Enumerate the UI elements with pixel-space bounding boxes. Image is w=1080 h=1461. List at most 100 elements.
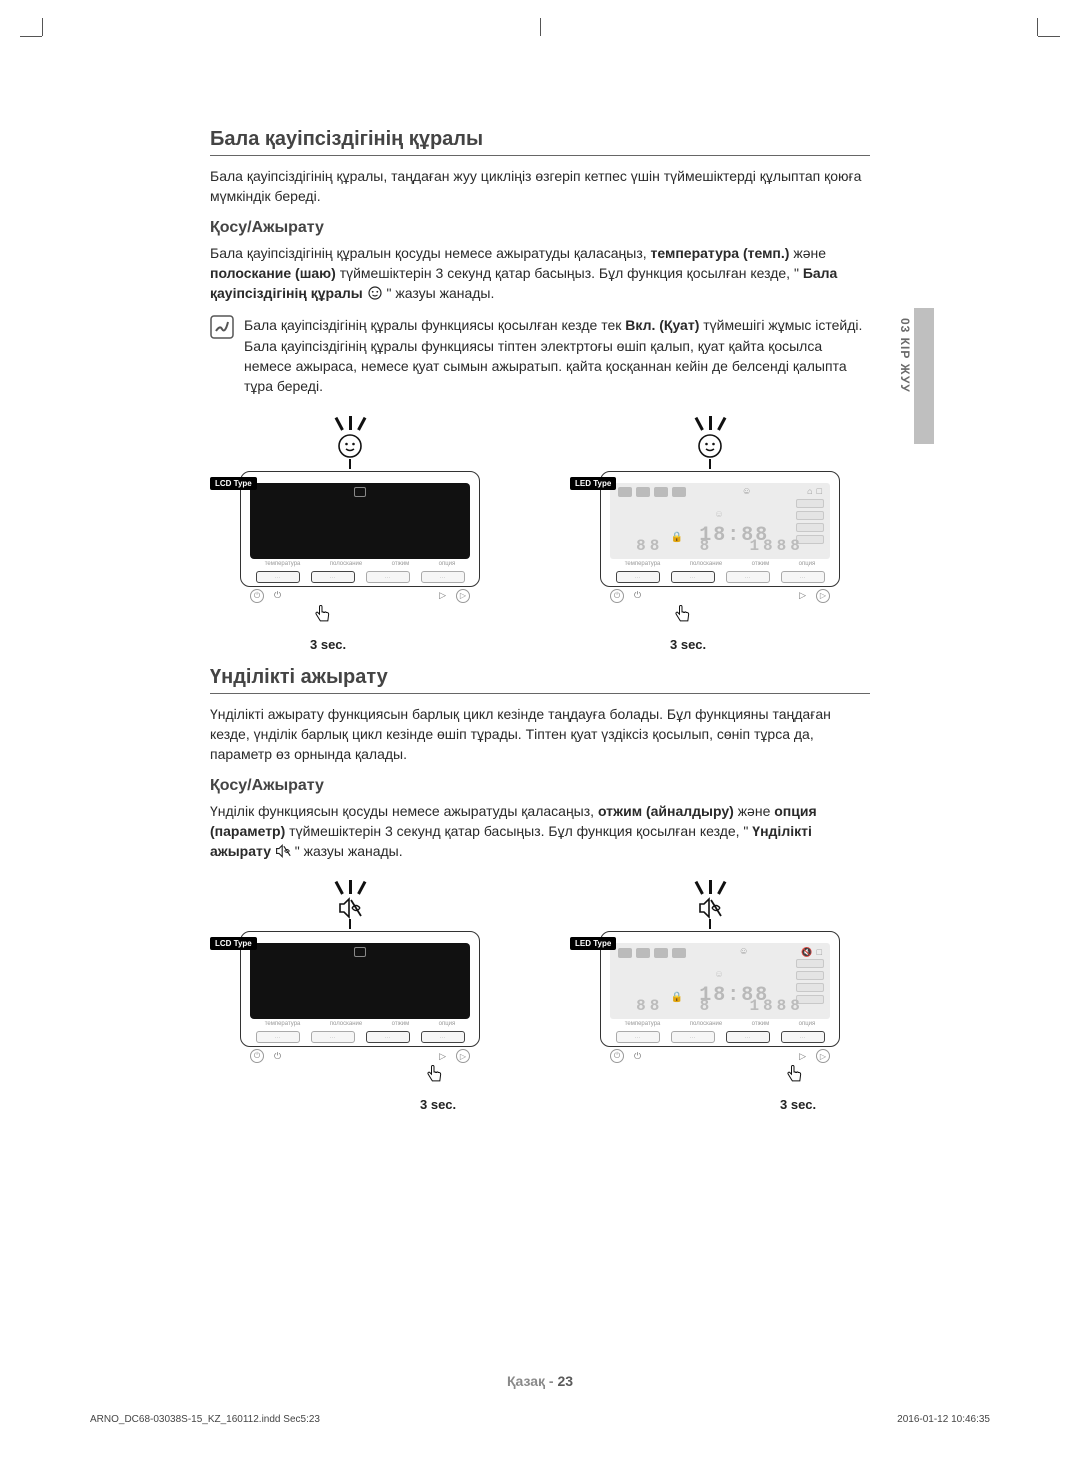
panel-lcd: LCD Type те bbox=[210, 873, 510, 1112]
text-bold: Вкл. (Қуат) bbox=[625, 317, 699, 333]
press-hand-icon bbox=[672, 605, 704, 630]
text: түймешіктерін 3 секунд қатар басыңыз. Бұ… bbox=[289, 823, 748, 839]
three-sec-label: 3 sec. bbox=[310, 637, 510, 652]
led-display: ☺ ⌂□ ☺🔒 18:88 88 8 1888 bbox=[610, 483, 830, 559]
panel-button-labels: температураполоскание отжимопция bbox=[250, 561, 470, 567]
top-childlock-indicator bbox=[318, 413, 382, 469]
power-icon[interactable]: ⏻ bbox=[250, 1049, 264, 1063]
led-display: ☺ 🔇□ ☺🔒 18:88 88 8 1888 bbox=[610, 943, 830, 1019]
footer-page-number: 23 bbox=[557, 1373, 573, 1389]
start-pause-icon[interactable]: ▷ bbox=[816, 589, 830, 603]
childlock-icon bbox=[697, 433, 723, 459]
text-bold: отжим (айналдыру) bbox=[598, 803, 734, 819]
panel-button-labels: температураполоскание отжимопция bbox=[610, 561, 830, 567]
mute-icon bbox=[275, 844, 291, 858]
text: және bbox=[738, 803, 775, 819]
text: және bbox=[793, 245, 826, 261]
power-icon[interactable]: ⏻ bbox=[610, 589, 624, 603]
type-label-lcd: LCD Type bbox=[210, 477, 257, 490]
lcd-display bbox=[250, 483, 470, 559]
panel-button-row: … … … … bbox=[250, 571, 470, 583]
type-label-led: LED Type bbox=[570, 477, 616, 490]
childlock-icon: ☺ bbox=[741, 947, 747, 958]
spin-button[interactable]: … bbox=[366, 571, 410, 583]
file-timestamp: 2016-01-12 10:46:35 bbox=[897, 1414, 990, 1425]
panel-lcd: LCD Type те bbox=[210, 413, 510, 652]
page-footer: Қазақ - 23 bbox=[0, 1373, 1080, 1389]
start-pause-icon[interactable]: ▷ bbox=[816, 1049, 830, 1063]
temp-button[interactable]: … bbox=[616, 571, 660, 583]
three-sec-label: 3 sec. bbox=[780, 1097, 870, 1112]
childlock-icon: ☺ bbox=[744, 487, 750, 498]
rinse-button[interactable]: … bbox=[671, 571, 715, 583]
text-bold: полоскание (шаю) bbox=[210, 265, 336, 281]
start-pause-icon[interactable]: ▷ bbox=[456, 589, 470, 603]
spin-button[interactable]: … bbox=[366, 1031, 410, 1043]
panel-button-row: … … … … bbox=[610, 571, 830, 583]
subheading-on-off: Қосу/Ажырату bbox=[210, 777, 870, 795]
type-label-lcd: LCD Type bbox=[210, 937, 257, 950]
panel-button-labels: температураполоскание отжимопция bbox=[250, 1021, 470, 1027]
panel-led: LED Type ☺ bbox=[570, 413, 870, 652]
press-hand-icon bbox=[424, 1065, 456, 1090]
panel-button-row: … … … … bbox=[610, 1031, 830, 1043]
panel-button-labels: температураполоскание отжимопция bbox=[610, 1021, 830, 1027]
text: Үнділік функциясын қосуды немесе ажырату… bbox=[210, 803, 598, 819]
section-side-tab bbox=[914, 308, 934, 444]
text: Бала қауіпсіздігінің құралы функциясы қо… bbox=[244, 317, 625, 333]
paragraph: Бала қауіпсіздігінің құралы, таңдаған жу… bbox=[210, 166, 870, 207]
heading-sound-off: Үнділікті ажырату bbox=[210, 666, 870, 694]
top-mute-indicator bbox=[318, 873, 382, 929]
heading-child-lock: Бала қауіпсіздігінің құралы bbox=[210, 128, 870, 156]
temp-button[interactable]: … bbox=[256, 1031, 300, 1043]
text: " жазуы жанады. bbox=[295, 843, 403, 859]
diagram-row-soundoff: LCD Type те bbox=[210, 873, 870, 1112]
power-row: ⏻⏻ ▷▷ bbox=[610, 1049, 830, 1063]
press-hand-icon bbox=[312, 605, 344, 630]
section-side-tab-label: 03 КІР ЖУУ bbox=[898, 318, 912, 393]
start-pause-icon[interactable]: ▷ bbox=[456, 1049, 470, 1063]
power-icon[interactable]: ⏻ bbox=[250, 589, 264, 603]
mute-icon bbox=[697, 897, 723, 919]
power-row: ⏻⏻ ▷▷ bbox=[610, 589, 830, 603]
type-label-led: LED Type bbox=[570, 937, 616, 950]
rinse-button[interactable]: … bbox=[671, 1031, 715, 1043]
print-metadata: ARNO_DC68-03038S-15_KZ_160112.indd Sec5:… bbox=[90, 1414, 990, 1425]
mute-icon bbox=[337, 897, 363, 919]
temp-button[interactable]: … bbox=[616, 1031, 660, 1043]
text: " жазуы жанады. bbox=[387, 285, 495, 301]
subheading-on-off: Қосу/Ажырату bbox=[210, 219, 870, 237]
option-button[interactable]: … bbox=[421, 1031, 465, 1043]
option-button[interactable]: … bbox=[781, 571, 825, 583]
crop-marks bbox=[0, 0, 1080, 40]
top-mute-indicator bbox=[678, 873, 742, 929]
power-row: ⏻⏻ ▷▷ bbox=[250, 1049, 470, 1063]
top-childlock-indicator bbox=[678, 413, 742, 469]
file-name: ARNO_DC68-03038S-15_KZ_160112.indd Sec5:… bbox=[90, 1414, 320, 1425]
text-bold: температура (темп.) bbox=[651, 245, 790, 261]
note-text: Бала қауіпсіздігінің құралы функциясы қо… bbox=[244, 315, 870, 396]
note-icon bbox=[210, 315, 234, 396]
spin-button[interactable]: … bbox=[726, 571, 770, 583]
panel-led: LED Type ☺ bbox=[570, 873, 870, 1112]
footer-language: Қазақ - bbox=[507, 1373, 558, 1389]
rinse-button[interactable]: … bbox=[311, 571, 355, 583]
power-icon[interactable]: ⏻ bbox=[610, 1049, 624, 1063]
diagram-row-childlock: LCD Type те bbox=[210, 413, 870, 652]
option-button[interactable]: … bbox=[421, 571, 465, 583]
temp-button[interactable]: … bbox=[256, 571, 300, 583]
text: түймешіктерін 3 секунд қатар басыңыз. Бұ… bbox=[340, 265, 799, 281]
spin-button[interactable]: … bbox=[726, 1031, 770, 1043]
page-body: Бала қауіпсіздігінің құралы Бала қауіпсі… bbox=[210, 128, 870, 1118]
paragraph: Үнділікті ажырату функциясын барлық цикл… bbox=[210, 704, 870, 765]
note-block: Бала қауіпсіздігінің құралы функциясы қо… bbox=[210, 315, 870, 396]
text: Бала қауіпсіздігінің құралын қосуды неме… bbox=[210, 245, 651, 261]
power-row: ⏻⏻ ▷▷ bbox=[250, 589, 470, 603]
option-button[interactable]: … bbox=[781, 1031, 825, 1043]
press-hand-icon bbox=[784, 1065, 816, 1090]
paragraph: Бала қауіпсіздігінің құралын қосуды неме… bbox=[210, 243, 870, 304]
childlock-icon bbox=[337, 433, 363, 459]
childlock-icon bbox=[367, 286, 383, 300]
rinse-button[interactable]: … bbox=[311, 1031, 355, 1043]
panel-button-row: … … … … bbox=[250, 1031, 470, 1043]
